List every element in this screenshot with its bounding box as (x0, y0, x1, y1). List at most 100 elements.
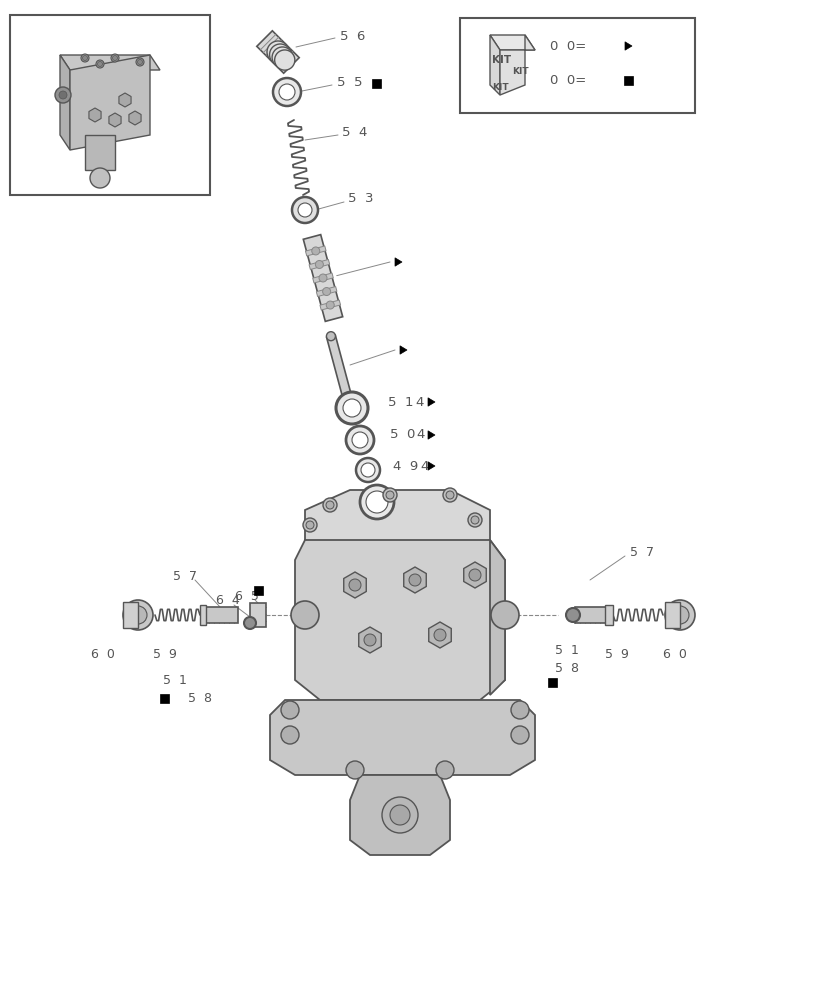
Text: 5  1: 5 1 (555, 644, 579, 656)
Text: 5  5: 5 5 (337, 77, 362, 90)
Circle shape (59, 91, 67, 99)
Text: 6  0: 6 0 (663, 648, 687, 660)
Polygon shape (304, 235, 343, 321)
Text: 5  0: 5 0 (390, 428, 415, 442)
Bar (460, 18, 695, 113)
Circle shape (279, 84, 295, 100)
Circle shape (291, 601, 319, 629)
Circle shape (386, 491, 394, 499)
Circle shape (346, 426, 374, 454)
Circle shape (123, 600, 153, 630)
Polygon shape (305, 490, 490, 565)
Circle shape (382, 797, 418, 833)
Circle shape (443, 488, 457, 502)
Polygon shape (428, 462, 435, 470)
Polygon shape (85, 135, 115, 170)
Text: 0  0=: 0 0= (550, 74, 586, 87)
Circle shape (383, 488, 397, 502)
Bar (202, 607, 238, 623)
Polygon shape (490, 540, 505, 695)
Text: 4: 4 (416, 428, 424, 442)
Circle shape (471, 516, 479, 524)
Circle shape (281, 726, 299, 744)
Circle shape (326, 501, 334, 509)
Circle shape (90, 168, 110, 188)
Polygon shape (119, 93, 131, 107)
Text: 5  3: 5 3 (348, 192, 374, 206)
Bar (605, 605, 613, 625)
Circle shape (323, 498, 337, 512)
Polygon shape (404, 567, 426, 593)
Circle shape (322, 288, 330, 296)
Circle shape (113, 55, 118, 60)
Circle shape (343, 399, 361, 417)
Circle shape (511, 726, 529, 744)
Text: 4: 4 (420, 460, 428, 473)
Text: 5  4: 5 4 (342, 125, 367, 138)
Circle shape (436, 761, 454, 779)
Bar (123, 602, 138, 628)
Circle shape (364, 634, 376, 646)
Circle shape (468, 513, 482, 527)
Polygon shape (295, 540, 505, 700)
Polygon shape (313, 273, 333, 283)
Bar (548, 678, 557, 686)
Circle shape (272, 47, 293, 68)
Circle shape (303, 518, 317, 532)
Circle shape (434, 629, 446, 641)
Circle shape (298, 203, 312, 217)
Text: 5  7: 5 7 (173, 570, 197, 582)
Polygon shape (428, 622, 451, 648)
Text: KIT: KIT (512, 68, 529, 77)
Polygon shape (317, 287, 337, 297)
Polygon shape (257, 31, 299, 73)
Circle shape (671, 606, 689, 624)
Circle shape (326, 332, 335, 341)
Text: 6  4: 6 4 (216, 594, 240, 607)
Circle shape (511, 701, 529, 719)
Polygon shape (428, 398, 435, 406)
Polygon shape (70, 55, 150, 150)
Circle shape (360, 485, 394, 519)
Circle shape (96, 60, 104, 68)
Polygon shape (270, 700, 535, 775)
Polygon shape (89, 108, 101, 122)
Polygon shape (400, 346, 407, 354)
Circle shape (273, 78, 301, 106)
Polygon shape (60, 55, 160, 70)
Circle shape (469, 569, 481, 581)
Text: KIT: KIT (492, 55, 511, 65)
Polygon shape (129, 111, 141, 125)
Circle shape (111, 54, 119, 62)
Bar (10, 15, 210, 195)
Bar (371, 79, 380, 88)
Text: 5  1: 5 1 (388, 395, 414, 408)
Circle shape (306, 521, 314, 529)
Polygon shape (395, 258, 402, 266)
Circle shape (55, 87, 71, 103)
Circle shape (267, 41, 289, 63)
Circle shape (97, 62, 103, 66)
Circle shape (138, 60, 143, 64)
Bar (665, 602, 680, 628)
Bar (254, 585, 263, 594)
Circle shape (356, 458, 380, 482)
Circle shape (326, 301, 335, 309)
Polygon shape (326, 335, 353, 405)
Circle shape (344, 399, 353, 408)
Circle shape (346, 761, 364, 779)
Bar (575, 607, 611, 623)
Polygon shape (463, 562, 486, 588)
Text: 5  6: 5 6 (340, 29, 366, 42)
Text: 5  7: 5 7 (630, 546, 654, 560)
Text: 4: 4 (415, 395, 424, 408)
Text: 5  8: 5 8 (555, 662, 579, 674)
Text: 5  8: 5 8 (188, 692, 212, 704)
Polygon shape (305, 246, 326, 256)
Circle shape (409, 574, 421, 586)
Circle shape (336, 392, 368, 424)
Circle shape (366, 491, 388, 513)
Polygon shape (490, 35, 500, 95)
Circle shape (292, 197, 318, 223)
Text: 5  9: 5 9 (605, 648, 629, 660)
